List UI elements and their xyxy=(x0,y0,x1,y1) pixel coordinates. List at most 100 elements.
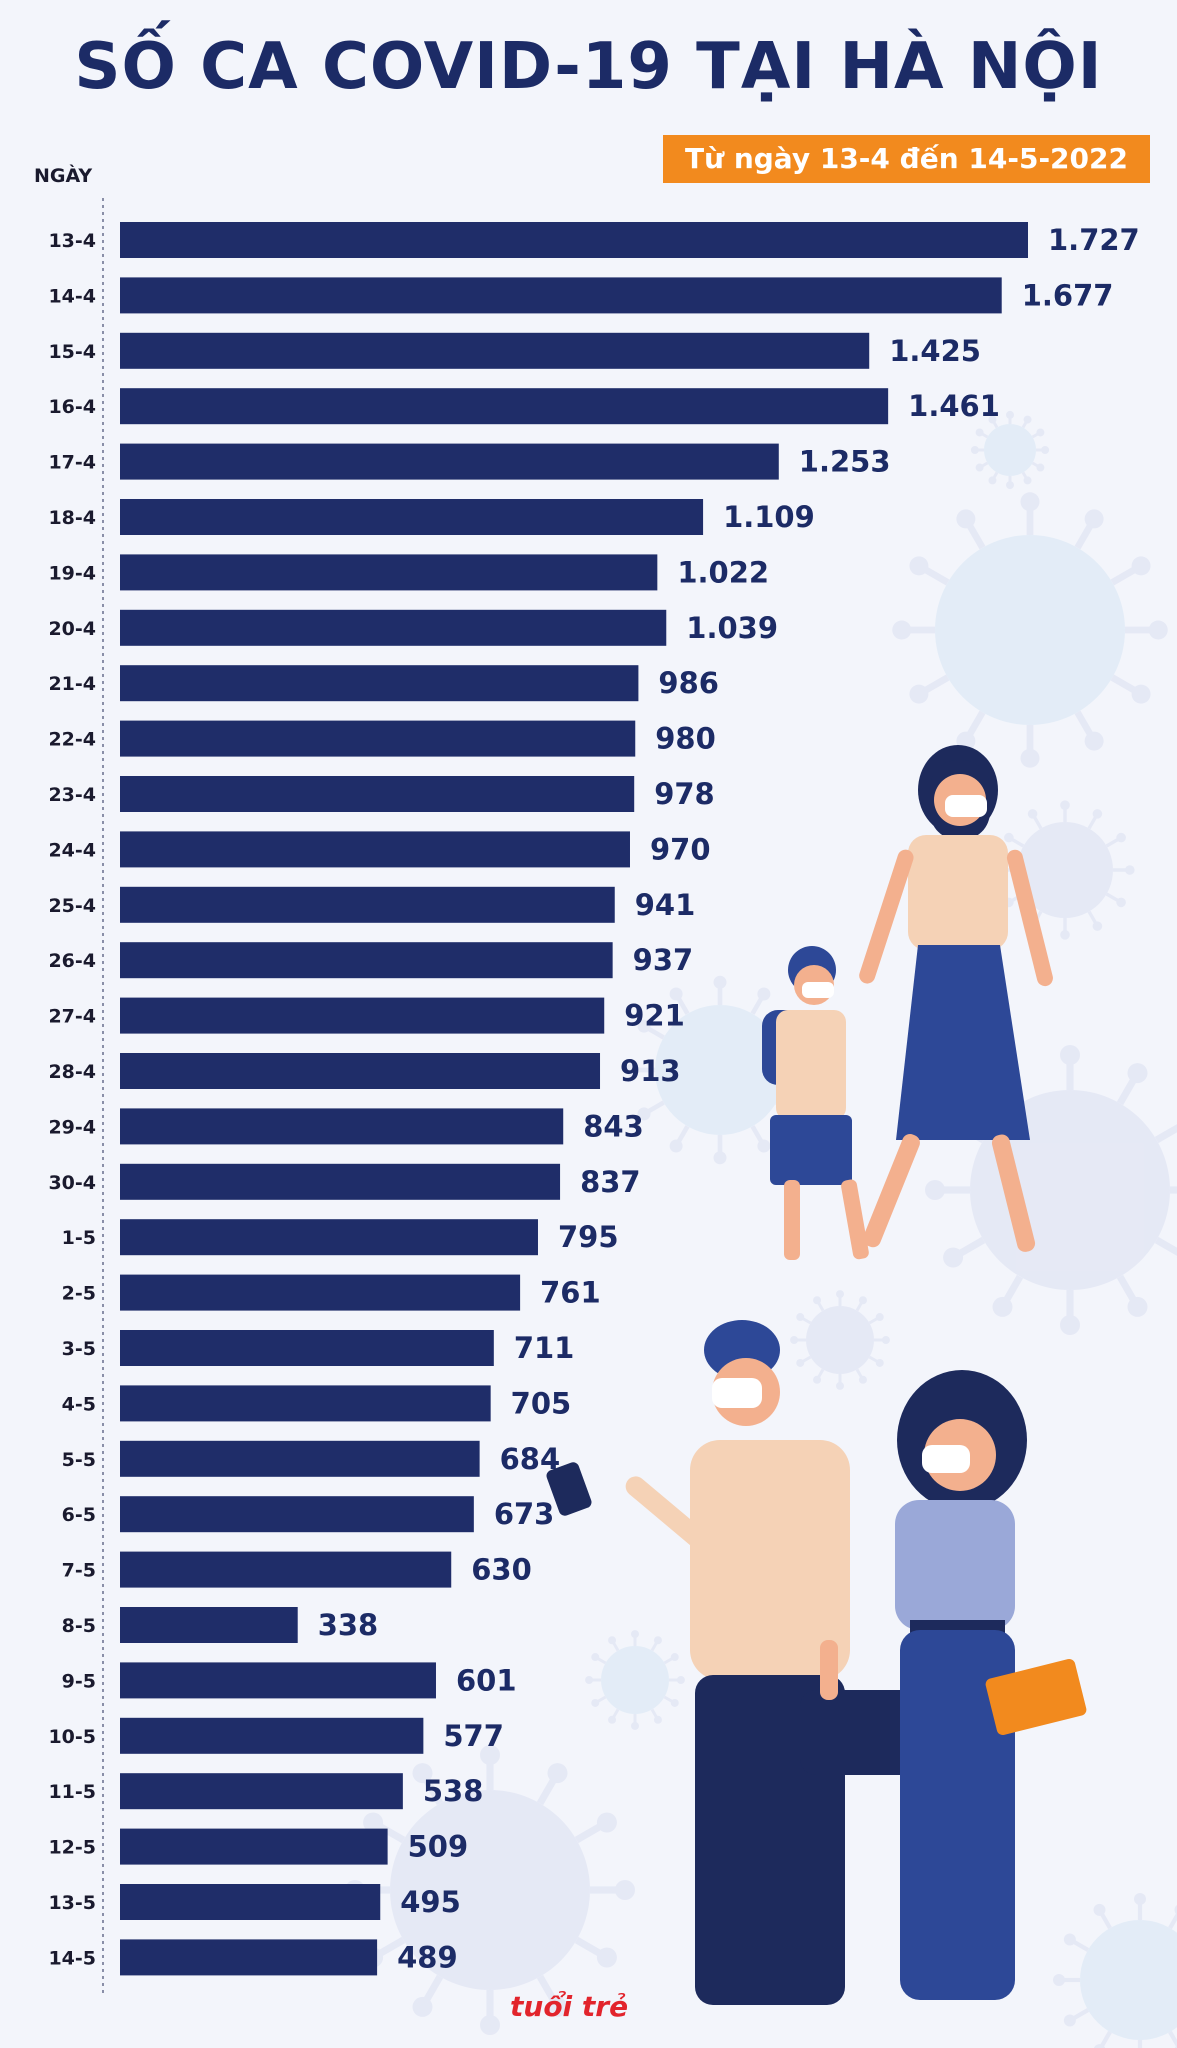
value-label: 630 xyxy=(471,1553,532,1587)
category-label: 4-5 xyxy=(62,1393,96,1415)
value-label: 941 xyxy=(635,888,696,922)
bar xyxy=(120,831,630,868)
category-label: 5-5 xyxy=(62,1449,96,1471)
category-label: 24-4 xyxy=(48,839,96,861)
bar xyxy=(120,886,615,923)
bar xyxy=(120,720,636,757)
value-label: 978 xyxy=(654,777,715,811)
value-label: 843 xyxy=(583,1109,644,1143)
value-label: 495 xyxy=(400,1885,461,1919)
date-range-badge: Từ ngày 13-4 đến 14-5-2022 xyxy=(663,135,1150,183)
bar xyxy=(120,942,613,979)
value-label: 986 xyxy=(658,666,719,700)
value-label: 684 xyxy=(500,1442,561,1476)
value-label: 711 xyxy=(514,1331,575,1365)
bar xyxy=(120,1607,298,1643)
virus-icon xyxy=(790,1290,890,1390)
category-label: 11-5 xyxy=(48,1781,96,1803)
bar xyxy=(120,1662,436,1699)
bar xyxy=(120,1440,480,1477)
bar xyxy=(120,1496,474,1533)
boy-figure xyxy=(762,946,869,1260)
woman-with-purse-figure xyxy=(895,1370,1087,2000)
category-label: 10-5 xyxy=(48,1726,96,1748)
y-axis-label: NGÀY xyxy=(34,165,93,187)
bar xyxy=(120,1773,403,1810)
value-label: 1.253 xyxy=(799,445,891,479)
value-label: 1.677 xyxy=(1022,278,1114,312)
category-label: 17-4 xyxy=(48,452,96,474)
bar xyxy=(120,1053,601,1089)
virus-icon xyxy=(970,410,1050,490)
category-label: 13-5 xyxy=(48,1892,96,1914)
category-label: 18-4 xyxy=(48,507,96,529)
bar xyxy=(120,997,605,1034)
category-label: 29-4 xyxy=(48,1116,96,1138)
category-label: 23-4 xyxy=(48,784,96,806)
category-label: 21-4 xyxy=(48,673,96,695)
category-label: 3-5 xyxy=(62,1338,96,1360)
category-label: 30-4 xyxy=(48,1172,96,1194)
virus-icon xyxy=(892,492,1168,768)
value-label: 980 xyxy=(655,722,716,756)
category-label: 7-5 xyxy=(62,1560,96,1582)
bar xyxy=(120,1717,424,1754)
bar xyxy=(120,277,1002,314)
bar xyxy=(120,388,889,425)
bar xyxy=(120,222,1028,258)
bar xyxy=(120,665,639,702)
bar xyxy=(120,1884,381,1920)
category-label: 25-4 xyxy=(48,895,96,917)
value-label: 921 xyxy=(624,999,685,1033)
category-label: 12-5 xyxy=(48,1837,96,1859)
value-label: 1.727 xyxy=(1048,223,1140,257)
value-label: 1.109 xyxy=(723,500,815,534)
value-label: 601 xyxy=(456,1663,517,1697)
value-label: 1.461 xyxy=(908,389,1000,423)
bar xyxy=(120,776,635,812)
category-label: 14-5 xyxy=(48,1947,96,1969)
value-label: 1.022 xyxy=(677,555,769,589)
value-label: 1.425 xyxy=(889,334,981,368)
value-label: 538 xyxy=(423,1774,484,1808)
bar xyxy=(120,1163,561,1200)
bar xyxy=(120,1330,494,1366)
value-label: 577 xyxy=(443,1719,504,1753)
virus-icon xyxy=(585,1630,685,1730)
man-figure xyxy=(546,1320,940,2005)
category-label: 19-4 xyxy=(48,562,96,584)
woman-figure xyxy=(859,745,1053,1252)
tuoi-tre-logo: tuổi trẻ xyxy=(510,1990,629,2023)
bar xyxy=(120,1219,538,1256)
chart-title: SỐ CA COVID-19 TẠI HÀ NỘI xyxy=(74,30,1103,104)
category-label: 6-5 xyxy=(62,1504,96,1526)
category-label: 13-4 xyxy=(48,230,96,252)
bar xyxy=(120,332,870,369)
bar xyxy=(120,1828,388,1865)
value-label: 913 xyxy=(620,1054,681,1088)
bar xyxy=(120,1385,491,1422)
value-label: 795 xyxy=(558,1220,619,1254)
value-label: 837 xyxy=(580,1165,641,1199)
category-label: 22-4 xyxy=(48,729,96,751)
bar xyxy=(120,554,658,591)
virus-icon xyxy=(995,800,1135,940)
category-label: 9-5 xyxy=(62,1670,96,1692)
bar xyxy=(120,1551,452,1588)
value-label: 937 xyxy=(633,943,694,977)
category-label: 8-5 xyxy=(62,1615,96,1637)
value-label: 705 xyxy=(511,1386,572,1420)
category-label: 1-5 xyxy=(62,1227,96,1249)
category-label: 28-4 xyxy=(48,1061,96,1083)
bar xyxy=(120,1939,378,1976)
virus-icon xyxy=(1053,1893,1177,2048)
value-label: 970 xyxy=(650,832,711,866)
category-label: 15-4 xyxy=(48,341,96,363)
bar xyxy=(120,1108,564,1145)
category-label: 2-5 xyxy=(62,1283,96,1305)
category-label: 20-4 xyxy=(48,618,96,640)
bar xyxy=(120,609,667,646)
value-label: 338 xyxy=(318,1608,379,1642)
